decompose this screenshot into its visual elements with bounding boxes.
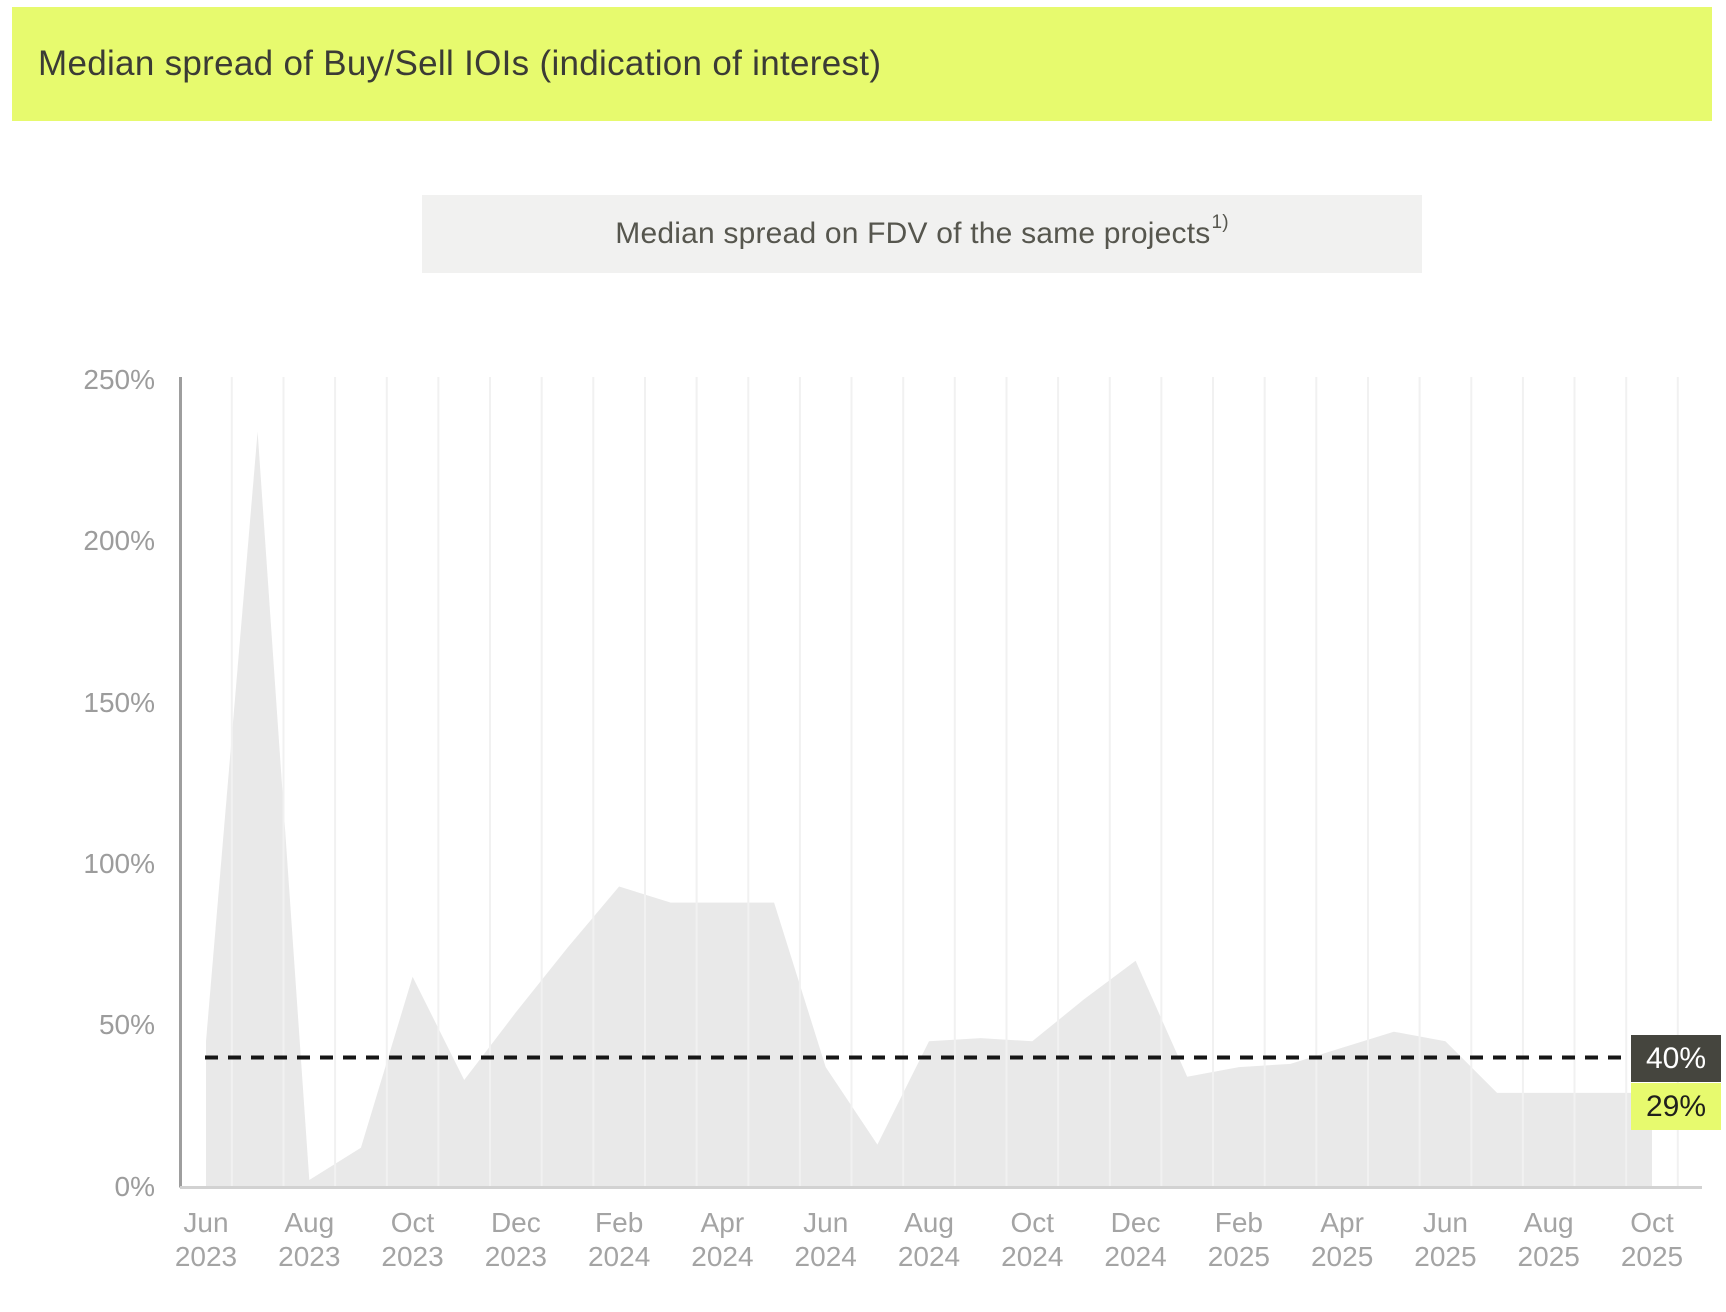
reference-value-badge: 40% (1631, 1035, 1721, 1082)
x-axis-label-year: 2024 (1104, 1241, 1167, 1272)
x-axis-label-month: Jun (803, 1207, 849, 1238)
x-axis-label-year: 2025 (1207, 1241, 1270, 1272)
x-axis-label: Feb 2025 (1174, 1206, 1304, 1274)
x-axis-label-year: 2025 (1517, 1241, 1580, 1272)
x-axis-label-month: Jun (1422, 1207, 1468, 1238)
x-axis-label-month: Feb (1214, 1207, 1263, 1238)
area-series (206, 431, 1652, 1187)
x-axis-label: Apr 2025 (1277, 1206, 1407, 1274)
x-axis-label: Jun 2024 (761, 1206, 891, 1274)
x-axis-label-year: 2024 (691, 1241, 754, 1272)
x-axis-label-year: 2023 (174, 1241, 238, 1272)
x-axis-label-year: 2023 (278, 1241, 341, 1272)
y-axis-label: 250% (83, 364, 155, 395)
x-axis-label: Oct 2024 (967, 1206, 1097, 1274)
y-axis-label: 200% (83, 525, 155, 557)
x-axis-label-year: 2023 (381, 1241, 444, 1272)
y-axis-label: 150% (83, 686, 155, 718)
x-axis-label-year: 2025 (1620, 1241, 1684, 1272)
title-banner: Median spread of Buy/Sell IOIs (indicati… (12, 7, 1712, 121)
x-axis-label: Dec 2023 (451, 1206, 581, 1274)
x-axis-label-month: Oct (1010, 1207, 1055, 1238)
x-axis-label-month: Apr (1320, 1207, 1364, 1238)
x-axis-label-year: 2023 (484, 1241, 547, 1272)
x-axis-label: Feb 2024 (554, 1206, 684, 1274)
chart-subtitle-text: Median spread on FDV of the same project… (615, 217, 1211, 250)
x-axis-label-month: Dec (490, 1207, 541, 1238)
footnote-marker: 1) (1211, 212, 1229, 233)
x-axis-label-month: Aug (284, 1207, 335, 1238)
page-title: Median spread of Buy/Sell IOIs (indicati… (38, 44, 882, 83)
x-axis-label-month: Apr (700, 1207, 745, 1238)
x-axis-label: Aug 2024 (864, 1206, 994, 1274)
x-axis-label: Jun 2025 (1380, 1206, 1510, 1274)
x-axis-label: Oct 2023 (348, 1206, 478, 1274)
x-axis-label-year: 2024 (794, 1241, 857, 1272)
chart-subtitle-box: Median spread on FDV of the same project… (422, 195, 1422, 273)
x-axis-label: Apr 2024 (657, 1206, 787, 1274)
y-axis-label: 100% (83, 847, 155, 879)
last-value-badge: 29% (1631, 1083, 1721, 1130)
x-axis-label-year: 2024 (897, 1241, 961, 1272)
x-axis-label-year: 2024 (587, 1241, 651, 1272)
x-axis-label: Aug 2025 (1484, 1206, 1614, 1274)
x-axis-label-month: Jun (183, 1207, 229, 1238)
x-axis-label-month: Oct (390, 1207, 435, 1238)
x-axis-label: Jun 2023 (141, 1206, 271, 1274)
y-axis-label: 50% (98, 1009, 155, 1041)
x-axis-label-year: 2025 (1310, 1241, 1374, 1272)
x-axis-label: Aug 2023 (244, 1206, 374, 1274)
x-axis-label-month: Aug (1523, 1207, 1574, 1238)
x-axis-label-year: 2025 (1414, 1241, 1477, 1272)
x-axis-label-month: Oct (1630, 1207, 1674, 1238)
x-axis-label-month: Aug (904, 1207, 954, 1238)
x-axis-label-year: 2024 (1001, 1241, 1064, 1272)
x-axis-label-month: Dec (1110, 1207, 1161, 1238)
x-axis-label-month: Feb (595, 1207, 644, 1238)
x-axis-label: Dec 2024 (1071, 1206, 1201, 1274)
y-axis-label: 0% (114, 1170, 155, 1202)
x-axis-label: Oct 2025 (1587, 1206, 1717, 1274)
